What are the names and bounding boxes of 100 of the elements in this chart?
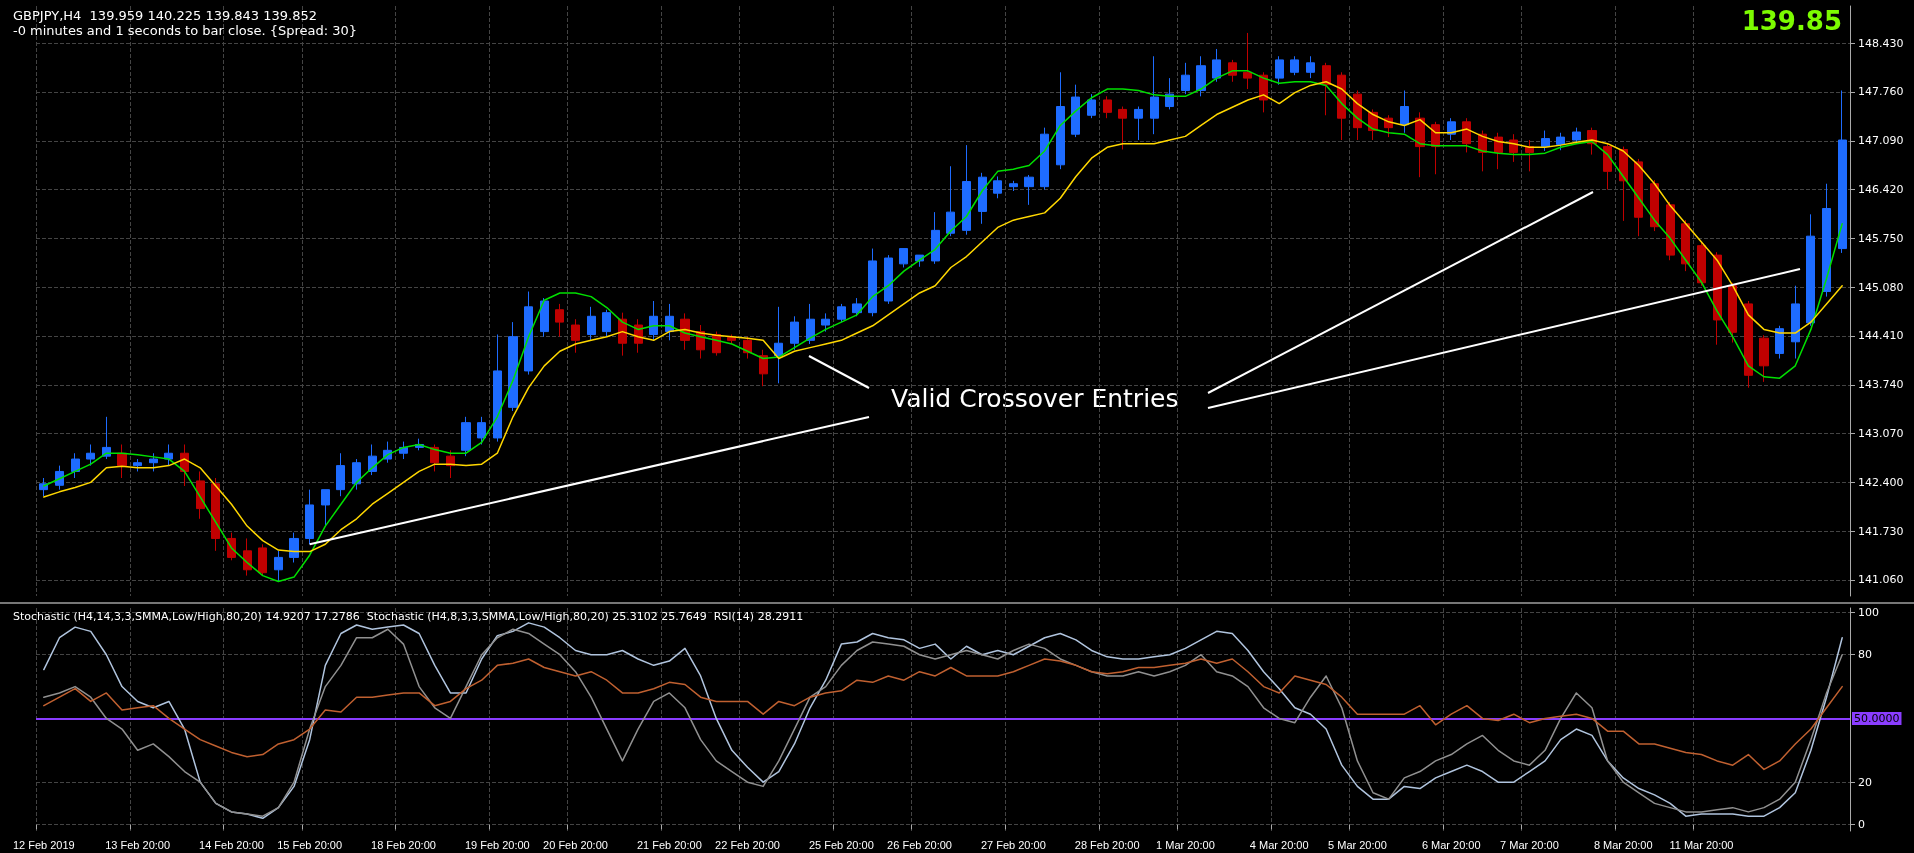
candlestick [1181,62,1190,95]
y-tick-label: 80 [1858,648,1872,662]
y-tick-label: 147.090 [1858,134,1904,148]
candlestick [1024,174,1034,206]
x-tick-label: 8 Mar 20:00 [1593,838,1653,851]
candlestick [86,443,95,467]
candlestick [1759,334,1769,383]
candlestick [821,312,830,333]
candlestick [149,452,158,472]
text: -0 minutes and 1 seconds to bar close. {Spread: 30} [13,23,358,38]
candlestick [1165,77,1174,110]
candlestick [946,165,955,237]
annotation: 139.85 [1741,6,1843,36]
candlestick [962,144,971,236]
x-tick-label: 14 Feb 20:00 [199,838,264,851]
y-tick-label: 100 [1858,605,1879,619]
candlestick [1525,139,1534,172]
x-tick-label: 12 Feb 2019 [12,838,75,851]
candlestick [1337,71,1346,141]
candlestick [1822,183,1831,298]
candlestick [1243,32,1252,90]
candlestick [571,318,580,354]
candlestick [1447,117,1456,141]
candlestick [1838,89,1847,254]
x-tick-label: 11 Mar 20:00 [1669,838,1734,851]
ref-line-label: 50.0000 [1854,711,1900,725]
candlestick [1071,84,1080,138]
candlestick [868,248,877,317]
candlestick [884,254,893,305]
candlestick [602,309,611,338]
x-tick-label: 25 Feb 20:00 [808,838,874,851]
candlestick [1040,127,1049,191]
x-tick-label: 13 Feb 20:00 [105,838,171,851]
candlestick [117,443,127,479]
candlestick [1009,180,1018,192]
candlestick [1494,132,1503,170]
chart-title: GBPJPY,H4 139.959 140.225 139.843 139.852 [13,8,318,23]
y-tick-label: 147.760 [1858,85,1904,99]
candlestick [1728,282,1737,344]
y-tick-label: 141.730 [1858,524,1904,538]
candlestick [1791,285,1800,360]
candlestick [461,416,471,457]
candlestick [1634,158,1643,237]
candlestick [289,532,299,563]
candlestick [837,303,846,323]
candlestick [1400,89,1409,134]
y-tick-label: 141.060 [1858,573,1904,587]
candlestick [1306,55,1315,79]
candlestick [540,297,549,338]
y-tick-label: 145.750 [1858,231,1904,245]
candlestick [1103,95,1112,119]
annotation: Valid Crossover Entries [891,384,1179,413]
candlestick [430,443,439,472]
x-tick-label: 21 Feb 20:00 [636,838,702,851]
y-tick-label: 143.070 [1858,427,1904,441]
candlestick [133,458,142,472]
y-tick-label: 0 [1858,818,1865,832]
candlestick [790,315,799,351]
candlestick [524,291,533,376]
x-tick-label: 28 Feb 20:00 [1074,838,1140,851]
candlestick [852,297,862,317]
chart-title: Stochastic (H4,14,3,3,SMMA,Low/High,80,20) 14.9207 17.2786 Stochastic (H4,8,3,3,SMMA,Low/High,80,20) 25.3102 25.7649 RSI(14) 28.2911 [13,610,804,623]
candlestick [1087,93,1096,119]
candlestick [164,443,173,467]
candlestick [649,300,658,341]
candlestick [321,489,330,527]
candlestick [196,470,205,520]
candlestick [1275,55,1284,86]
y-tick-label: 146.420 [1858,183,1904,197]
y-tick-label: 145.080 [1858,280,1904,294]
x-tick-label: 1 Mar 20:00 [1156,838,1215,851]
candlestick [1650,179,1659,232]
candlestick [1744,300,1753,389]
candlestick [352,458,361,491]
candlestick [1806,213,1815,327]
candlestick [477,416,486,445]
y-tick-label: 142.400 [1858,475,1904,489]
candlestick [1290,55,1299,76]
x-tick-label: 7 Mar 20:00 [1500,838,1559,851]
x-tick-label: 19 Feb 20:00 [464,838,530,851]
candlestick [258,543,267,577]
candlestick [806,303,815,345]
y-tick-label: 143.740 [1858,378,1904,392]
x-tick-label: 22 Feb 20:00 [715,838,780,851]
candlestick [993,175,1002,199]
candlestick [508,321,518,412]
candlestick [1462,117,1471,153]
candlestick [71,452,80,479]
candlestick [555,303,564,338]
x-tick-label: 26 Feb 20:00 [887,838,952,851]
candlestick [931,211,940,265]
candlestick [1196,55,1206,97]
x-tick-label: 15 Feb 20:00 [277,838,343,851]
x-tick-label: 6 Mar 20:00 [1421,838,1481,851]
candlestick [1118,106,1127,150]
candlestick [336,452,345,497]
candlestick [1322,62,1331,116]
candlestick [1212,48,1221,83]
candlestick [305,489,314,545]
candlestick [1603,143,1612,191]
